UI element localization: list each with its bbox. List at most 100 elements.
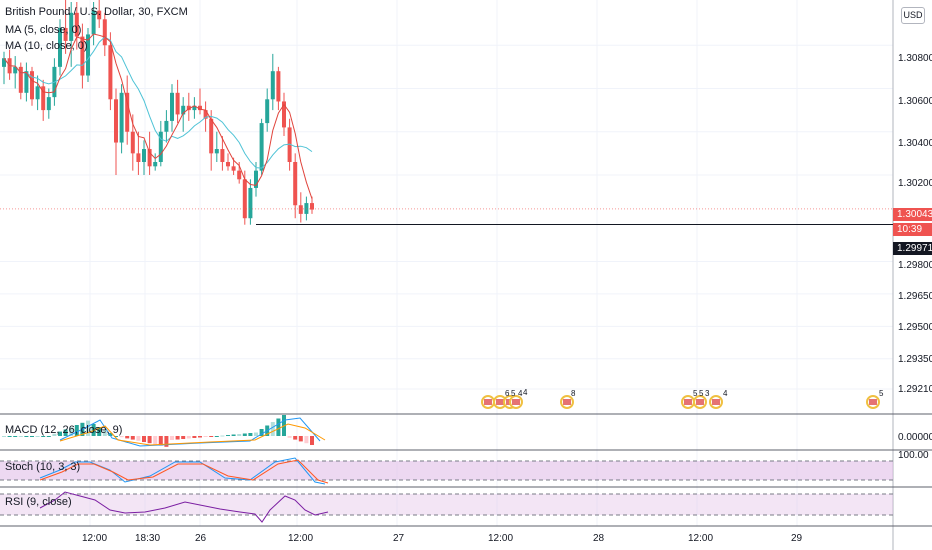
candle-body: [80, 36, 85, 76]
macd-bar: [41, 436, 46, 437]
event-flag-icon: [712, 399, 720, 405]
stoch-d-line: [39, 459, 329, 484]
macd-bar: [97, 427, 102, 436]
macd-bar: [270, 422, 275, 436]
event-count[interactable]: 5: [511, 389, 516, 398]
event-count[interactable]: 5: [699, 389, 704, 398]
stoch-k-line: [39, 457, 326, 485]
macd-bar: [153, 436, 158, 445]
stoch-band: [0, 461, 893, 480]
event-flag-icon: [512, 399, 520, 405]
macd-bar: [259, 429, 264, 436]
candle-body: [63, 27, 68, 41]
time-label: 12:00: [488, 533, 514, 544]
event-count[interactable]: 3: [705, 389, 710, 398]
macd-bar: [24, 436, 29, 437]
macd-bar: [293, 436, 298, 440]
macd-bar: [203, 436, 208, 437]
candle-body: [102, 19, 107, 46]
candle-body: [265, 99, 270, 124]
macd-bar: [209, 436, 214, 437]
candle-body: [214, 149, 219, 154]
candle-body: [192, 105, 197, 111]
candle-body: [41, 86, 46, 111]
macd-bar: [226, 435, 230, 436]
candle-body: [158, 131, 163, 162]
macd-bar: [147, 436, 152, 444]
macd-bar: [181, 436, 186, 439]
candle-body: [170, 92, 174, 121]
ma1-legend[interactable]: MA (5, close, 0): [5, 24, 82, 36]
candle-body: [276, 71, 281, 102]
candle-body: [220, 149, 225, 162]
macd-bar: [170, 436, 174, 440]
event-count[interactable]: 4: [523, 388, 528, 397]
macd-bar: [102, 430, 107, 436]
price-label: 1.29350: [898, 354, 932, 365]
price-label: 1.29650: [898, 291, 932, 302]
macd-bar: [52, 433, 57, 436]
candle-body: [13, 66, 18, 74]
candle-body: [35, 86, 40, 100]
candle-body: [46, 97, 51, 111]
candle-body: [108, 45, 113, 100]
candle-body: [91, 10, 96, 35]
macd-bar: [119, 436, 124, 438]
candle-body: [114, 99, 118, 143]
macd-bar: [198, 436, 202, 438]
candle-body: [136, 153, 141, 162]
candle-body: [58, 27, 62, 67]
event-flag-icon: [563, 399, 571, 405]
candle-body: [97, 10, 102, 20]
event-count[interactable]: 5: [693, 389, 698, 398]
stoch-legend[interactable]: Stoch (10, 3, 3): [5, 461, 81, 473]
event-count[interactable]: 4: [518, 389, 523, 398]
time-label: 12:00: [688, 533, 714, 544]
event-count[interactable]: 8: [571, 389, 576, 398]
macd-bar: [35, 436, 40, 437]
candle-body: [248, 187, 253, 219]
event-flag-icon: [496, 399, 504, 405]
candle-body: [30, 71, 34, 100]
candle-body: [237, 170, 242, 180]
chart-title: British Pound / U.S. Dollar, 30, FXCM: [5, 6, 188, 18]
candle-body: [186, 105, 191, 111]
current-price-badge: 1.30043: [893, 208, 932, 221]
candle-body: [142, 149, 146, 162]
macd-bar: [186, 436, 191, 439]
event-count[interactable]: 6: [505, 389, 510, 398]
candle-body: [130, 131, 135, 154]
candle-body: [310, 203, 314, 210]
macd-bar: [69, 427, 74, 436]
ma5-line: [3, 33, 313, 199]
macd-bar: [13, 436, 18, 437]
candle-body: [153, 162, 158, 167]
macd-bar: [192, 436, 197, 438]
macd-bar: [158, 436, 163, 446]
event-count[interactable]: 5: [879, 389, 884, 398]
candle-body: [69, 12, 74, 41]
macd-bar: [46, 436, 51, 437]
price-label: 1.30800: [898, 53, 932, 64]
macd-bar: [2, 436, 6, 437]
event-count[interactable]: 4: [723, 389, 728, 398]
macd-bar: [7, 436, 12, 437]
time-label: 26: [195, 533, 207, 544]
currency-button[interactable]: USD: [901, 7, 925, 24]
stoch-axis-label: 100.00: [898, 450, 929, 461]
macd-bar: [18, 436, 23, 437]
candle-body: [24, 71, 29, 93]
event-flag-icon: [484, 399, 492, 405]
macd-bar: [214, 436, 219, 437]
price-label: 1.30600: [898, 96, 932, 107]
time-label: 18:30: [135, 533, 161, 544]
macd-legend[interactable]: MACD (12, 26, close, 9): [5, 424, 123, 436]
rsi-legend[interactable]: RSI (9, close): [5, 496, 72, 508]
price-label: 1.30400: [898, 138, 932, 149]
ma2-legend[interactable]: MA (10, close, 0): [5, 40, 88, 52]
macd-bar: [125, 436, 130, 439]
event-flag-icon: [684, 399, 692, 405]
candle-body: [74, 12, 79, 37]
countdown-badge: 10:39: [893, 223, 932, 236]
